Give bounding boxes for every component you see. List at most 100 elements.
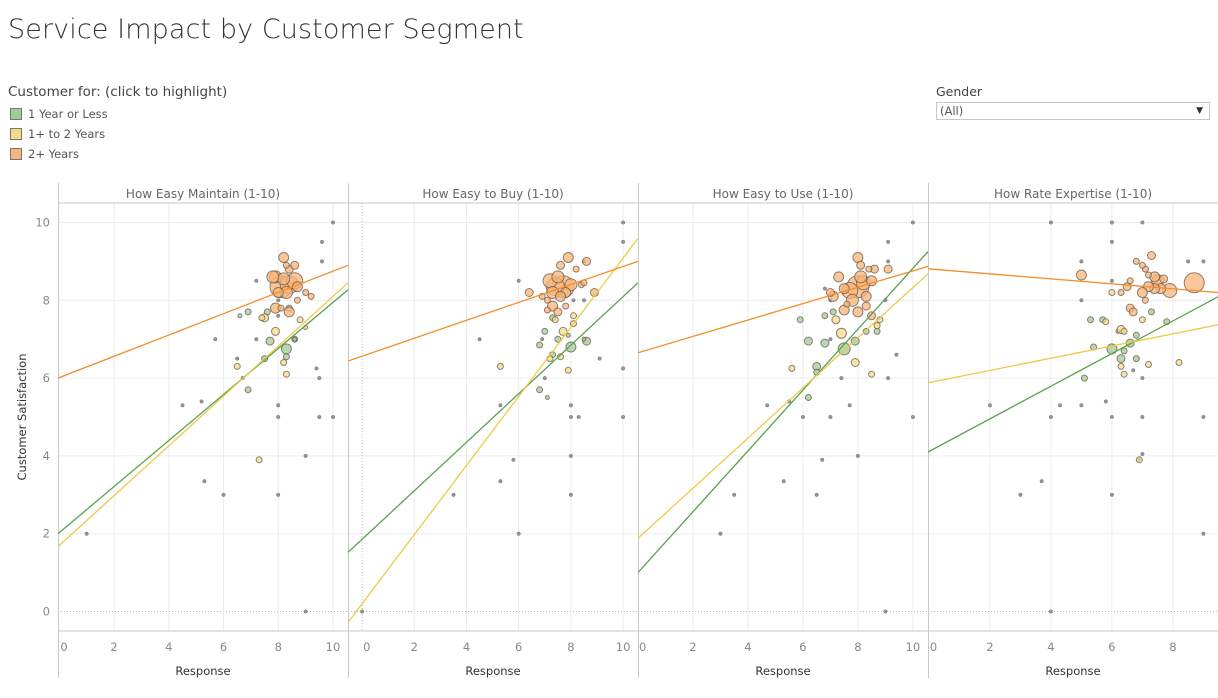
data-point-gray[interactable] <box>317 376 322 381</box>
data-point[interactable] <box>277 272 291 286</box>
data-point-gray[interactable] <box>477 337 482 342</box>
data-point[interactable] <box>1108 289 1116 296</box>
data-point-gray[interactable] <box>1103 399 1108 404</box>
data-point-gray[interactable] <box>1109 492 1114 497</box>
data-point-gray[interactable] <box>1186 259 1191 264</box>
data-point-gray[interactable] <box>1048 609 1053 614</box>
data-point-gray[interactable] <box>314 366 319 371</box>
data-point-gray[interactable] <box>276 414 281 420</box>
data-point-gray[interactable] <box>319 239 325 244</box>
data-point[interactable] <box>1138 316 1146 324</box>
trend-line[interactable] <box>638 251 928 574</box>
data-point-gray[interactable] <box>581 298 587 303</box>
data-point[interactable] <box>862 327 870 335</box>
data-point-gray[interactable] <box>276 313 281 318</box>
data-point[interactable] <box>541 327 549 335</box>
data-point[interactable] <box>820 338 830 348</box>
data-point-gray[interactable] <box>886 259 891 264</box>
data-point[interactable] <box>233 362 241 370</box>
data-point-gray[interactable] <box>1048 414 1053 420</box>
data-point[interactable] <box>837 342 851 356</box>
data-point-gray[interactable] <box>276 403 281 408</box>
data-point-gray[interactable] <box>886 239 891 244</box>
data-point[interactable] <box>1087 316 1094 324</box>
data-point-gray[interactable] <box>847 403 852 408</box>
data-point[interactable] <box>852 306 864 318</box>
data-point[interactable] <box>856 260 866 270</box>
data-point[interactable] <box>293 296 301 304</box>
data-point-gray[interactable] <box>254 337 259 342</box>
data-point-gray[interactable] <box>1131 368 1136 373</box>
data-point-gray[interactable] <box>235 356 240 361</box>
trend-line[interactable] <box>348 282 638 553</box>
data-point[interactable] <box>850 358 860 367</box>
data-point[interactable] <box>1148 308 1155 316</box>
data-point[interactable] <box>868 370 876 378</box>
trend-line[interactable] <box>928 324 1218 384</box>
data-point[interactable] <box>562 302 570 310</box>
data-point-gray[interactable] <box>855 453 860 458</box>
data-point[interactable] <box>861 301 871 311</box>
data-point[interactable] <box>835 327 847 339</box>
trend-line[interactable] <box>348 238 638 623</box>
data-point-gray[interactable] <box>894 352 899 357</box>
data-point-gray[interactable] <box>254 278 259 283</box>
data-point-gray[interactable] <box>516 278 521 283</box>
data-point-gray[interactable] <box>621 220 626 225</box>
data-point[interactable] <box>581 336 587 342</box>
data-point[interactable] <box>867 311 877 321</box>
data-point[interactable] <box>296 316 304 324</box>
legend-item-1-to-2-years[interactable]: 1+ to 2 Years <box>8 124 227 144</box>
data-point[interactable] <box>831 315 841 325</box>
data-point-gray[interactable] <box>516 531 521 536</box>
data-point-gray[interactable] <box>180 403 185 408</box>
data-point[interactable] <box>244 308 252 316</box>
data-point-gray[interactable] <box>1109 220 1114 225</box>
gender-dropdown[interactable]: (All) ▼ <box>936 102 1210 120</box>
data-point-gray[interactable] <box>1018 492 1023 497</box>
data-point[interactable] <box>803 336 813 346</box>
trend-line[interactable] <box>58 282 348 548</box>
data-point-gray[interactable] <box>1079 403 1084 408</box>
data-point[interactable] <box>1159 274 1169 284</box>
data-point[interactable] <box>265 336 275 346</box>
trend-line[interactable] <box>638 265 928 354</box>
data-point[interactable] <box>244 386 252 394</box>
data-point-gray[interactable] <box>1109 278 1114 283</box>
data-point[interactable] <box>543 306 551 314</box>
data-point[interactable] <box>821 312 829 320</box>
data-point-gray[interactable] <box>84 531 89 536</box>
data-point-gray[interactable] <box>822 286 827 291</box>
data-point[interactable] <box>255 456 263 464</box>
data-point[interactable] <box>1117 289 1125 296</box>
data-point[interactable] <box>570 312 577 320</box>
data-point-gray[interactable] <box>1079 259 1084 264</box>
data-point-gray[interactable] <box>213 337 218 342</box>
data-point[interactable] <box>796 316 804 324</box>
data-point[interactable] <box>551 270 565 284</box>
data-point-gray[interactable] <box>1140 220 1145 225</box>
data-point[interactable] <box>258 314 266 322</box>
data-point[interactable] <box>1138 261 1146 269</box>
data-point-gray[interactable] <box>319 259 325 264</box>
data-point-gray[interactable] <box>199 399 204 404</box>
data-point[interactable] <box>833 271 845 283</box>
data-point-gray[interactable] <box>540 337 545 342</box>
data-point-gray[interactable] <box>1201 259 1206 264</box>
data-point-gray[interactable] <box>303 453 308 458</box>
data-point[interactable] <box>1128 307 1138 317</box>
data-point[interactable] <box>496 362 504 370</box>
data-point-gray[interactable] <box>571 298 576 303</box>
data-point[interactable] <box>292 336 298 342</box>
data-point[interactable] <box>280 359 288 366</box>
data-point[interactable] <box>1120 370 1128 378</box>
data-point-gray[interactable] <box>498 479 503 484</box>
data-point-gray[interactable] <box>828 414 833 420</box>
data-point[interactable] <box>553 307 563 317</box>
data-point-gray[interactable] <box>317 414 322 420</box>
data-point[interactable] <box>1120 347 1128 355</box>
data-point[interactable] <box>804 394 812 401</box>
data-point-gray[interactable] <box>276 492 281 497</box>
data-point[interactable] <box>1116 354 1126 364</box>
data-point[interactable] <box>536 341 544 349</box>
